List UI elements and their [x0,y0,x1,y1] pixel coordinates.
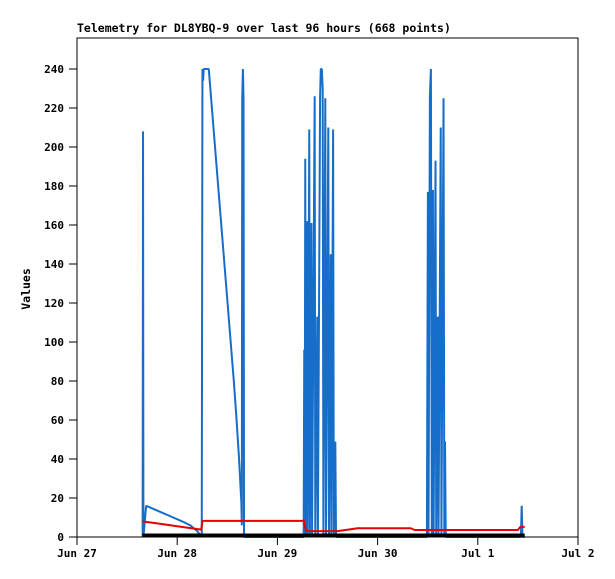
y-tick-label: 160 [44,219,64,232]
y-tick-label: 40 [51,453,64,466]
plot-border [76,37,579,538]
y-tick-label: 140 [44,258,64,271]
y-tick-label: 240 [44,63,64,76]
y-tick-label: 80 [51,375,64,388]
y-axis: 0 20 40 60 80 100 120 140 160 180 200 220 240 [44,63,77,544]
x-tick-label: Jun 28 [157,547,197,560]
x-tick-label: Jun 30 [358,547,398,560]
x-axis: Jun 27 Jun 28 Jun 29 Jun 30 Jul 1 Jul 2 [57,537,595,560]
series-line-telemetry-channel-red [142,519,525,533]
y-tick-label: 220 [44,102,64,115]
chart-title: Telemetry for DL8YBQ-9 over last 96 hour… [77,21,451,35]
y-axis-label: Values [19,268,33,310]
series-lines [141,68,525,538]
y-tick-label: 60 [51,414,64,427]
x-tick-label: Jun 27 [57,547,97,560]
y-tick-label: 180 [44,180,64,193]
y-tick-label: 20 [51,492,64,505]
y-tick-label: 200 [44,141,64,154]
y-tick-label: 120 [44,297,64,310]
y-tick-label: 0 [57,531,64,544]
x-tick-label: Jun 29 [258,547,298,560]
x-tick-label: Jul 2 [561,547,594,560]
y-tick-label: 100 [44,336,64,349]
series-line-telemetry-channel-blue [141,68,525,538]
x-tick-label: Jul 1 [461,547,494,560]
